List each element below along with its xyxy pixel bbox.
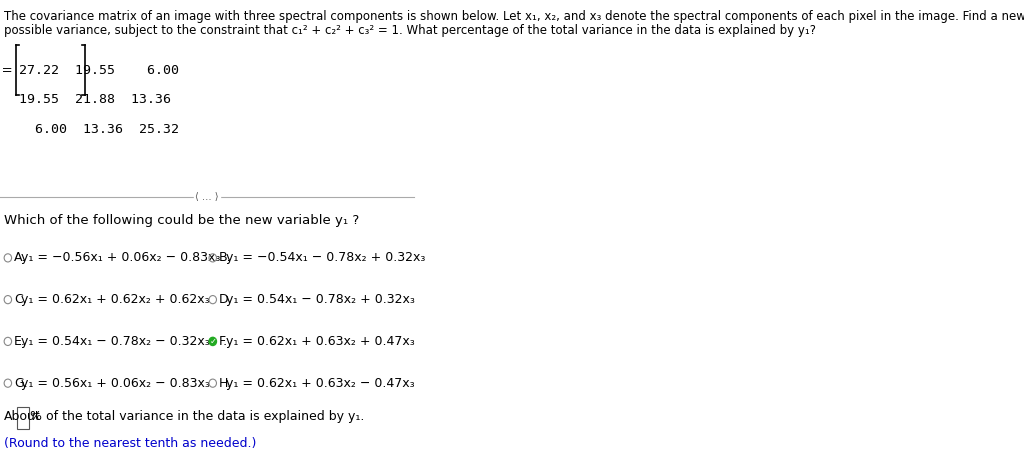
Text: y₁ = −0.54x₁ − 0.78x₂ + 0.32x₃: y₁ = −0.54x₁ − 0.78x₂ + 0.32x₃ [225, 252, 425, 264]
Text: y₁ = 0.62x₁ + 0.62x₂ + 0.62x₃: y₁ = 0.62x₁ + 0.62x₂ + 0.62x₃ [20, 293, 209, 306]
Text: % of the total variance in the data is explained by y₁.: % of the total variance in the data is e… [30, 410, 365, 423]
Text: F.: F. [219, 335, 228, 348]
Text: 27.22  19.55    6.00: 27.22 19.55 6.00 [19, 64, 179, 77]
Text: Which of the following could be the new variable y₁ ?: Which of the following could be the new … [4, 214, 359, 227]
Text: y₁ = 0.62x₁ + 0.63x₂ + 0.47x₃: y₁ = 0.62x₁ + 0.63x₂ + 0.47x₃ [225, 335, 415, 348]
Text: y₁ = −0.56x₁ + 0.06x₂ − 0.83x₃: y₁ = −0.56x₁ + 0.06x₂ − 0.83x₃ [20, 252, 220, 264]
Text: (Round to the nearest tenth as needed.): (Round to the nearest tenth as needed.) [4, 437, 257, 449]
Text: y₁ = 0.56x₁ + 0.06x₂ − 0.83x₃: y₁ = 0.56x₁ + 0.06x₂ − 0.83x₃ [20, 377, 210, 390]
Text: D.: D. [219, 293, 232, 306]
Text: About: About [4, 410, 41, 423]
Text: B.: B. [219, 252, 231, 264]
Text: H.: H. [219, 377, 232, 390]
Text: E.: E. [14, 335, 26, 348]
FancyBboxPatch shape [17, 407, 29, 429]
Text: S =: S = [0, 64, 12, 77]
Text: possible variance, subject to the constraint that c₁² + c₂² + c₃² = 1. What perc: possible variance, subject to the constr… [4, 24, 816, 37]
Text: 19.55  21.88  13.36: 19.55 21.88 13.36 [19, 94, 171, 106]
Text: ⟨ … ⟩: ⟨ … ⟩ [196, 192, 219, 202]
Text: y₁ = 0.62x₁ + 0.63x₂ − 0.47x₃: y₁ = 0.62x₁ + 0.63x₂ − 0.47x₃ [225, 377, 415, 390]
Text: y₁ = 0.54x₁ − 0.78x₂ + 0.32x₃: y₁ = 0.54x₁ − 0.78x₂ + 0.32x₃ [225, 293, 415, 306]
Text: C.: C. [14, 293, 27, 306]
Text: ✓: ✓ [209, 337, 216, 346]
Text: A.: A. [14, 252, 27, 264]
Text: 6.00  13.36  25.32: 6.00 13.36 25.32 [19, 123, 179, 136]
Text: G.: G. [14, 377, 28, 390]
Text: y₁ = 0.54x₁ − 0.78x₂ − 0.32x₃: y₁ = 0.54x₁ − 0.78x₂ − 0.32x₃ [20, 335, 210, 348]
Circle shape [209, 337, 216, 345]
Text: The covariance matrix of an image with three spectral components is shown below.: The covariance matrix of an image with t… [4, 10, 1024, 23]
